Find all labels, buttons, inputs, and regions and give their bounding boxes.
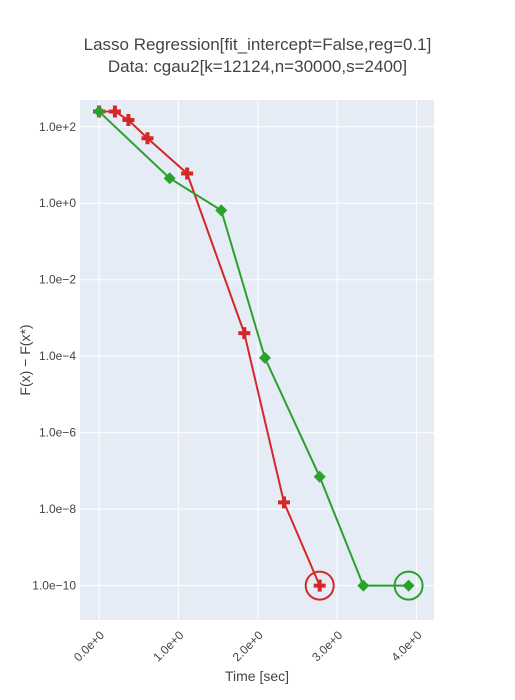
x-tick-label: 3.0e+0 <box>309 628 345 664</box>
diamond-marker <box>163 172 176 185</box>
cross-marker <box>313 579 326 592</box>
gridlines <box>80 100 434 620</box>
x-tick-label: 1.0e+0 <box>150 628 186 664</box>
y-tick-label: 1.0e−8 <box>39 502 76 516</box>
plot-area <box>80 100 434 620</box>
y-tick-label: 1.0e+0 <box>39 196 76 210</box>
diamond-marker <box>402 579 415 592</box>
cross-marker <box>141 132 154 145</box>
cross-marker <box>122 114 135 127</box>
cross-marker <box>277 496 290 509</box>
x-tick-label: 2.0e+0 <box>230 628 266 664</box>
y-axis-title: F(x) − F(x*) <box>17 324 33 395</box>
series-layer <box>93 105 424 601</box>
chart-title-line-2: Data: cgau2[k=12124,n=30000,s=2400] <box>107 57 408 76</box>
cross-marker <box>238 327 251 340</box>
chart-title-line-1: Lasso Regression[fit_intercept=False,reg… <box>83 35 432 54</box>
cross-marker <box>108 105 121 118</box>
x-tick-label: 4.0e+0 <box>389 628 425 664</box>
cross-marker <box>181 167 194 180</box>
x-tick-label: 0.0e+0 <box>71 628 107 664</box>
diamond-marker <box>313 470 326 483</box>
y-tick-label: 1.0e−10 <box>32 579 76 593</box>
diamond-marker <box>93 105 106 118</box>
final-point-circle <box>393 570 424 601</box>
final-point-circle <box>304 570 335 601</box>
y-tick-label: 1.0e+2 <box>39 120 76 134</box>
diamond-marker <box>215 204 228 217</box>
y-tick-label: 1.0e−4 <box>39 349 76 363</box>
y-tick-label: 1.0e−2 <box>39 273 76 287</box>
diamond-marker <box>258 351 271 364</box>
x-axis-title: Time [sec] <box>225 668 289 684</box>
y-tick-label: 1.0e−6 <box>39 426 76 440</box>
diamond-marker <box>357 579 370 592</box>
